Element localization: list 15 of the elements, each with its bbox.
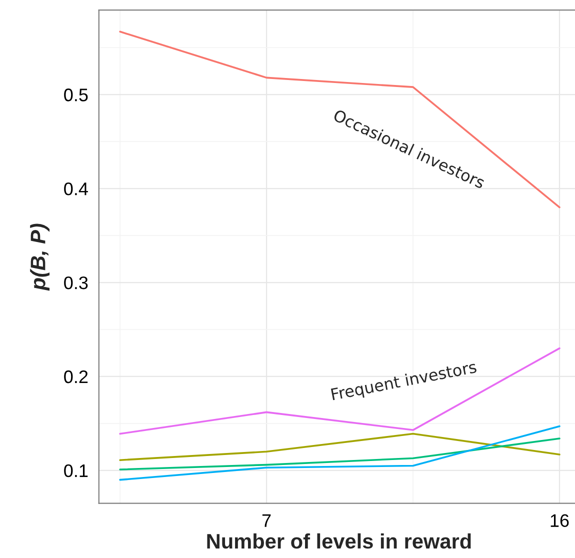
line-series <box>119 347 560 435</box>
y-tick-label: 0.5 <box>64 88 88 102</box>
y-tick-label: 0.1 <box>64 464 88 478</box>
line-series <box>119 425 560 481</box>
line-series <box>119 30 560 208</box>
annotation: Frequent investors <box>330 360 478 404</box>
x-axis-title: Number of levels in reward <box>207 533 471 549</box>
y-tick-label: 0.2 <box>64 370 88 384</box>
y-tick-label: 0.4 <box>64 182 88 196</box>
line-series <box>119 432 560 461</box>
x-tick-label: 7 <box>262 514 271 527</box>
line-series <box>119 438 560 470</box>
y-tick-label: 0.3 <box>64 276 88 290</box>
x-tick-label: 16 <box>550 514 569 527</box>
y-axis-title: p(B, P) <box>30 224 50 291</box>
